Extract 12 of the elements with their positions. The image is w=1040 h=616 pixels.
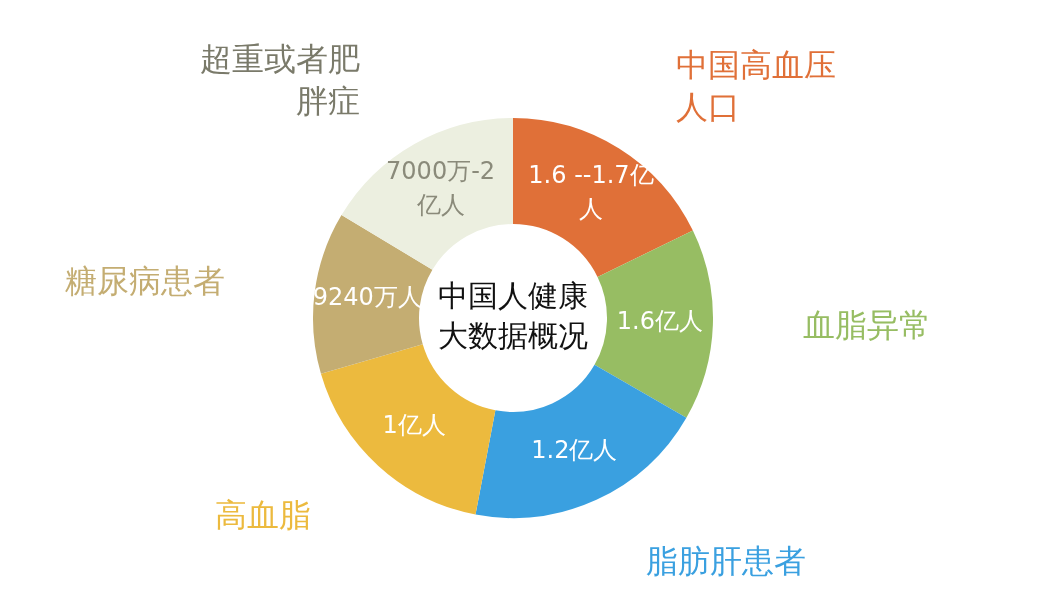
text: 1.2亿人	[531, 435, 618, 464]
slice-label: 中国高血压人口	[676, 46, 837, 127]
slice-label: 糖尿病患者	[65, 261, 226, 300]
text: 1亿人	[382, 410, 446, 439]
text: 7000万-2亿人	[386, 157, 496, 220]
slice-label: 脂肪肝患者	[645, 541, 806, 580]
text: 1.6亿人	[616, 307, 703, 336]
slice-label: 高血脂	[215, 496, 312, 535]
text: 中国人健康大数据概况	[438, 277, 588, 353]
text: 9240万人	[312, 283, 422, 312]
slice-label: 超重或者肥胖症	[199, 40, 360, 121]
slice-label: 血脂异常	[802, 305, 931, 344]
